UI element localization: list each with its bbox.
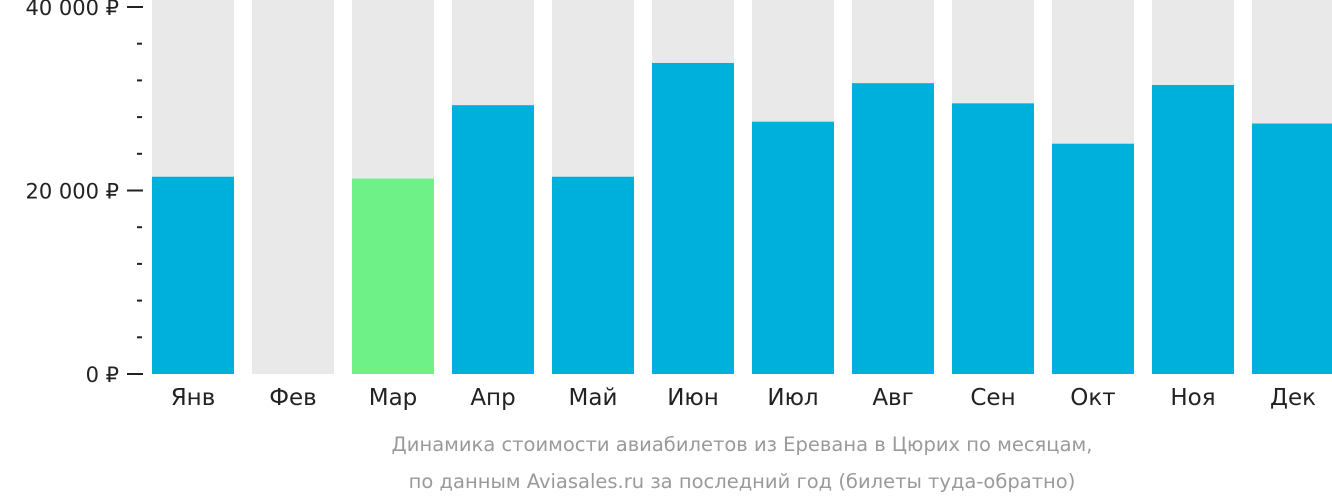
x-tick-label-11: Дек bbox=[1270, 385, 1316, 411]
y-tick-label-0: 0 ₽ bbox=[86, 363, 119, 387]
x-tick-label-4: Май bbox=[569, 385, 618, 411]
bar-2[interactable] bbox=[352, 178, 434, 374]
bar-4[interactable] bbox=[552, 176, 634, 374]
x-tick-label-10: Ноя bbox=[1170, 385, 1215, 411]
bar-0[interactable] bbox=[152, 176, 234, 374]
x-tick-label-9: Окт bbox=[1070, 385, 1115, 411]
caption-line-2: по данным Aviasales.ru за последний год … bbox=[409, 470, 1076, 493]
y-tick-label-2: 40 000 ₽ bbox=[25, 0, 119, 20]
y-tick-label-1: 20 000 ₽ bbox=[25, 180, 119, 204]
x-tick-label-8: Сен bbox=[970, 385, 1015, 411]
x-tick-label-1: Фев bbox=[269, 385, 317, 411]
bar-10[interactable] bbox=[1152, 84, 1234, 375]
x-tick-label-0: Янв bbox=[171, 385, 216, 411]
bar-3[interactable] bbox=[452, 105, 534, 375]
x-axis: Янв Фев Мар Апр Май Июн Июл Авг Сен Окт Ноя Дек bbox=[171, 385, 1316, 411]
bars bbox=[152, 62, 1332, 375]
x-tick-label-3: Апр bbox=[470, 385, 515, 411]
x-tick-label-2: Мар bbox=[369, 385, 418, 411]
bar-6[interactable] bbox=[752, 121, 834, 374]
bar-background-1 bbox=[252, 0, 334, 374]
x-tick-label-5: Июн bbox=[667, 385, 719, 411]
y-axis: 0 ₽ 20 000 ₽ 40 000 ₽ bbox=[25, 0, 143, 387]
bar-7[interactable] bbox=[852, 83, 934, 374]
chart-caption: Динамика стоимости авиабилетов из Ереван… bbox=[392, 433, 1093, 493]
x-tick-label-6: Июл bbox=[767, 385, 818, 411]
bar-8[interactable] bbox=[952, 103, 1034, 375]
x-tick-label-7: Авг bbox=[872, 385, 913, 411]
caption-line-1: Динамика стоимости авиабилетов из Ереван… bbox=[392, 433, 1093, 456]
bar-11[interactable] bbox=[1252, 123, 1332, 375]
bar-5[interactable] bbox=[652, 62, 734, 374]
bar-9[interactable] bbox=[1052, 143, 1134, 374]
